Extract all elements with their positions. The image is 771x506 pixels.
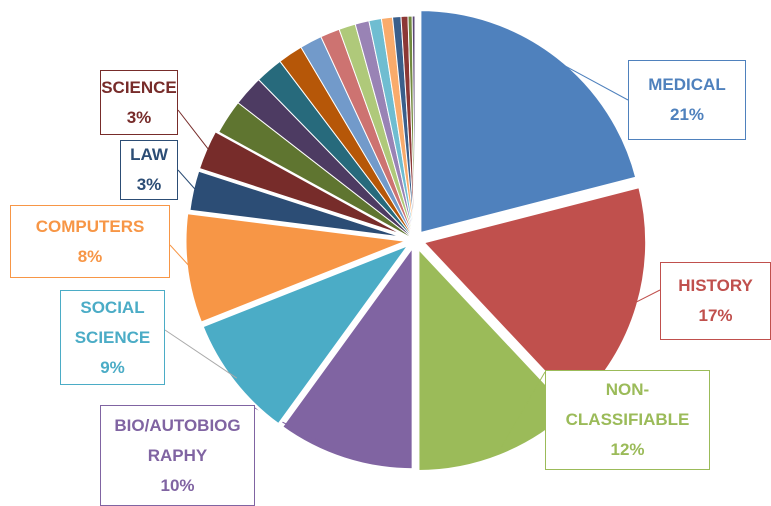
leader-line [633,289,661,304]
value-label: 3% [126,107,152,127]
value-label: 9% [100,357,125,377]
value-label: 8% [77,246,103,266]
category-label: SOCIAL SCIENCE [74,297,151,347]
pie-slice [196,128,413,240]
leader-line [164,329,238,379]
data-label: SOCIAL SCIENCE 9% [60,290,165,385]
value-label: 17% [698,306,733,325]
value-label: 10% [160,475,195,495]
category-label: COMPUTERS [35,216,145,236]
leader-line [554,59,629,101]
value-label: 21% [669,105,705,124]
pie-slice [411,15,416,241]
pie-slice [200,240,415,427]
data-label: NON-CLASSIFIABLE 12% [545,370,710,470]
leader-line [169,244,192,269]
leader-line [177,169,198,192]
data-label: HISTORY 17% [660,262,771,340]
data-label: COMPUTERS 8% [10,205,170,278]
value-label: 3% [136,175,162,194]
category-label: SCIENCE [101,77,177,97]
data-label: SCIENCE 3% [100,70,178,135]
data-label: MEDICAL 21% [628,60,746,140]
leader-line [177,109,211,152]
pie-slice [279,241,415,472]
category-label: LAW [130,145,168,164]
category-label: BIO/AUTOBIOGRAPHY [114,415,241,465]
category-label: MEDICAL [648,75,726,94]
category-label: HISTORY [678,276,753,295]
data-label: LAW 3% [120,140,178,200]
data-label: BIO/AUTOBIOGRAPHY 10% [100,405,255,506]
category-label: NON-CLASSIFIABLE [565,380,690,429]
value-label: 12% [610,440,645,459]
leader-line [498,371,546,452]
pie-slice [418,8,639,236]
pie-slice [183,211,410,326]
